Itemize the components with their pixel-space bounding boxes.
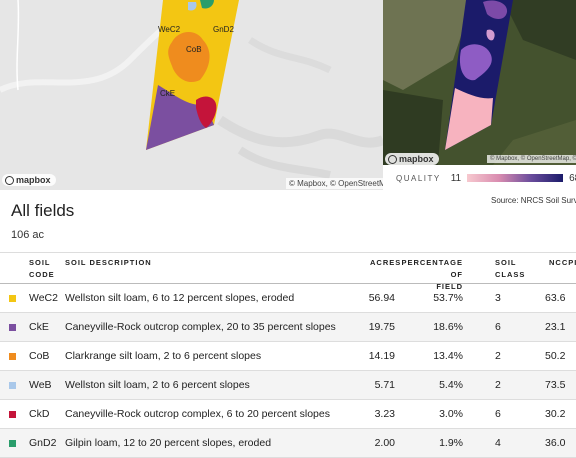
soil-description: Wellston silt loam, 6 to 12 percent slop… (65, 292, 295, 304)
soil-color-swatch (9, 324, 16, 331)
percentage-value: 1.9% (439, 437, 463, 449)
soil-color-swatch (9, 295, 16, 302)
map-label-cob: CoB (186, 45, 202, 54)
soil-color-swatch (9, 353, 16, 360)
col-nccpi[interactable]: NCCPI (549, 258, 576, 267)
soil-color-swatch (9, 382, 16, 389)
soil-code: WeB (29, 379, 52, 391)
nccpi-value: 73.5 (545, 379, 566, 391)
quality-min: 11 (450, 172, 462, 184)
percentage-value: 18.6% (433, 321, 463, 333)
soil-description: Caneyville-Rock outcrop complex, 20 to 3… (65, 321, 336, 333)
percentage-value: 13.4% (433, 350, 463, 362)
quality-max: 68 (569, 172, 576, 184)
soil-code: CkD (29, 408, 50, 420)
table-row[interactable]: GnD2 Gilpin loam, 12 to 20 percent slopes… (0, 429, 576, 458)
mapbox-logo-right[interactable]: mapbox (385, 153, 439, 165)
acres-value: 5.71 (374, 379, 395, 391)
soil-table: SOIL CODE SOIL DESCRIPTION ACRES PERCENT… (0, 252, 576, 458)
table-header: SOIL CODE SOIL DESCRIPTION ACRES PERCENT… (0, 252, 576, 291)
table-row[interactable]: WeC2 Wellston silt loam, 6 to 12 percent … (0, 284, 576, 313)
acres-value: 19.75 (368, 321, 395, 333)
percentage-value: 3.0% (439, 408, 463, 420)
percentage-value: 5.4% (439, 379, 463, 391)
map-attribution-right[interactable]: © Mapbox, © OpenStreetMap, © Ma (487, 155, 576, 163)
soil-class-value: 2 (495, 350, 501, 362)
col-percentage[interactable]: PERCENTAGE OF FIELD (401, 258, 463, 291)
mapbox-logo-right-icon (388, 154, 397, 164)
col-soil-description[interactable]: SOIL DESCRIPTION (65, 258, 152, 267)
soil-class-value: 6 (495, 408, 501, 420)
page-title: All fields (11, 201, 75, 220)
quality-gradient-bar (467, 174, 564, 182)
soil-description: Caneyville-Rock outcrop complex, 6 to 20… (65, 408, 330, 420)
soil-code: CkE (29, 321, 49, 333)
total-acres: 106 ac (11, 229, 45, 241)
nccpi-value: 36.0 (545, 437, 566, 449)
acres-value: 3.23 (374, 408, 395, 420)
map-attribution[interactable]: © Mapbox, © OpenStreetMap (286, 178, 383, 189)
nccpi-value: 23.1 (545, 321, 566, 333)
map-label-cke: CkE (160, 89, 176, 98)
soil-code: WeC2 (29, 292, 58, 304)
percentage-value: 53.7% (433, 292, 463, 304)
table-row[interactable]: CkD Caneyville-Rock outcrop complex, 6 to… (0, 400, 576, 429)
table-row[interactable]: WeB Wellston silt loam, 2 to 6 percent sl… (0, 371, 576, 400)
soil-color-swatch (9, 440, 16, 447)
soil-class-value: 6 (495, 321, 501, 333)
table-row[interactable]: CoB Clarkrange silt loam, 2 to 6 percent … (0, 342, 576, 371)
source-note: Source: NRCS Soil Survey (491, 196, 576, 205)
acres-value: 56.94 (368, 292, 395, 304)
soil-map[interactable]: WeC2 GnD2 CoB CkE mapbox © Mapbox, © Ope… (0, 0, 383, 190)
soil-class-value: 2 (495, 379, 501, 391)
map-label-gnd2: GnD2 (213, 25, 234, 34)
quality-legend: QUALITY 11 68 (396, 170, 576, 186)
quality-label: QUALITY (396, 173, 441, 183)
soil-description: Wellston silt loam, 2 to 6 percent slope… (65, 379, 250, 391)
soil-code: CoB (29, 350, 50, 362)
soil-code: GnD2 (29, 437, 57, 449)
quality-map[interactable]: mapbox © Mapbox, © OpenStreetMap, © Ma (383, 0, 576, 165)
col-soil-code[interactable]: SOIL CODE (29, 258, 55, 279)
soil-class-value: 3 (495, 292, 501, 304)
soil-description: Gilpin loam, 12 to 20 percent slopes, er… (65, 437, 272, 449)
acres-value: 14.19 (368, 350, 395, 362)
acres-value: 2.00 (374, 437, 395, 449)
soil-description: Clarkrange silt loam, 2 to 6 percent slo… (65, 350, 262, 362)
nccpi-value: 63.6 (545, 292, 566, 304)
soil-color-swatch (9, 411, 16, 418)
quality-map-canvas (383, 0, 576, 165)
map-label-wec2: WeC2 (158, 25, 181, 34)
soil-map-canvas (0, 0, 383, 179)
table-row[interactable]: CkE Caneyville-Rock outcrop complex, 20 t… (0, 313, 576, 342)
mapbox-logo[interactable]: mapbox (2, 174, 56, 186)
col-soil-class[interactable]: SOIL CLASS (495, 258, 526, 279)
soil-class-value: 4 (495, 437, 501, 449)
col-acres[interactable]: ACRES (370, 258, 402, 267)
nccpi-value: 50.2 (545, 350, 566, 362)
nccpi-value: 30.2 (545, 408, 566, 420)
mapbox-logo-icon (5, 175, 14, 185)
